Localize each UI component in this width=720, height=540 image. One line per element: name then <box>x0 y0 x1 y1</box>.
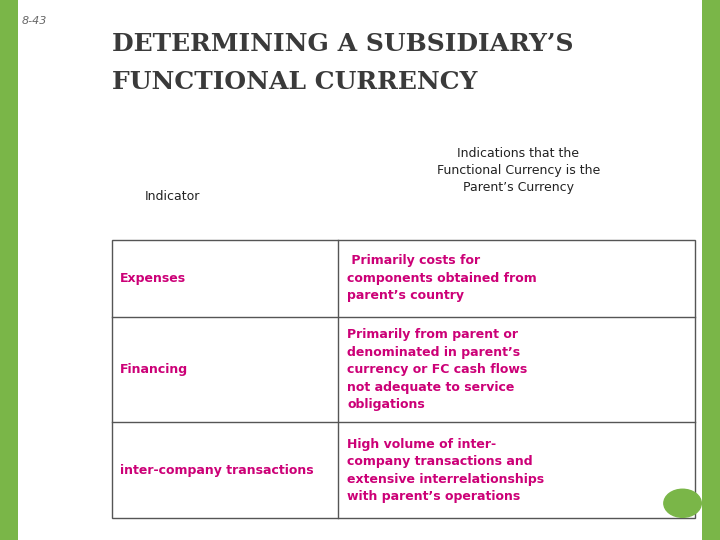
Text: Financing: Financing <box>120 363 189 376</box>
Text: 8-43: 8-43 <box>22 16 47 26</box>
Text: Primarily from parent or
denominated in parent’s
currency or FC cash flows
not a: Primarily from parent or denominated in … <box>347 328 527 411</box>
Text: Indicator: Indicator <box>145 190 200 202</box>
FancyBboxPatch shape <box>702 0 720 540</box>
Text: inter-company transactions: inter-company transactions <box>120 464 314 477</box>
Text: Primarily costs for
components obtained from
parent’s country: Primarily costs for components obtained … <box>347 254 537 302</box>
FancyBboxPatch shape <box>0 0 18 540</box>
Text: FUNCTIONAL CURRENCY: FUNCTIONAL CURRENCY <box>112 70 477 94</box>
Circle shape <box>664 489 701 517</box>
Text: Indications that the
Functional Currency is the
Parent’s Currency: Indications that the Functional Currency… <box>437 147 600 194</box>
Text: Expenses: Expenses <box>120 272 186 285</box>
Text: High volume of inter-
company transactions and
extensive interrelationships
with: High volume of inter- company transactio… <box>347 437 544 503</box>
Text: DETERMINING A SUBSIDIARY’S: DETERMINING A SUBSIDIARY’S <box>112 32 573 56</box>
